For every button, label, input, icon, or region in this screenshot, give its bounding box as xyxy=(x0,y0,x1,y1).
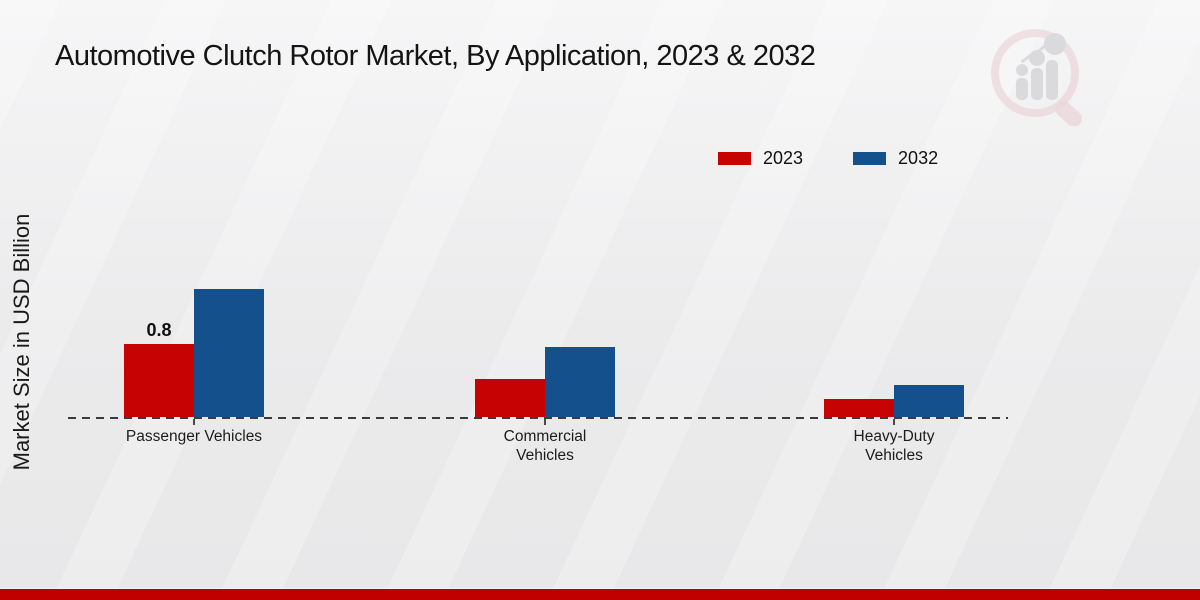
legend-swatch-2032 xyxy=(853,152,887,165)
category-label-heavy-duty-vehicles: Heavy-Duty Vehicles xyxy=(853,428,935,464)
axis-tick xyxy=(544,419,546,425)
chart-title: Automotive Clutch Rotor Market, By Appli… xyxy=(55,40,816,72)
legend-entry-2023: 2023 xyxy=(718,148,803,169)
category-label-commercial-vehicles: Commercial Vehicles xyxy=(503,428,587,464)
bar-2032-passenger-vehicles xyxy=(194,289,264,417)
legend-label-2023: 2023 xyxy=(763,148,804,168)
bar-2023-commercial-vehicles xyxy=(475,379,545,417)
bar-2032-heavy-duty-vehicles xyxy=(894,385,964,417)
category-label-passenger-vehicles: Passenger Vehicles xyxy=(125,428,263,445)
legend: 2023 2032 xyxy=(718,148,938,169)
x-axis-baseline xyxy=(68,417,1008,419)
mrfr-logo-watermark xyxy=(983,26,1093,127)
magnifier-handle-icon xyxy=(1055,101,1082,127)
bar-2023-passenger-vehicles xyxy=(124,344,194,417)
y-axis-label: Market Size in USD Billion xyxy=(9,213,34,471)
bar-value-label: 0.8 xyxy=(146,320,172,340)
bar-2023-heavy-duty-vehicles xyxy=(824,399,894,417)
footer-stripe xyxy=(0,588,1200,600)
magnifier-ring-icon xyxy=(991,29,1079,117)
legend-label-2032: 2032 xyxy=(898,148,939,168)
axis-tick xyxy=(893,419,895,425)
legend-entry-2032: 2032 xyxy=(853,148,938,169)
axis-tick xyxy=(193,419,195,425)
bar-chart-glyph-icon xyxy=(1016,33,1066,100)
legend-swatch-2023 xyxy=(718,152,751,165)
bar-2032-commercial-vehicles xyxy=(545,347,615,417)
